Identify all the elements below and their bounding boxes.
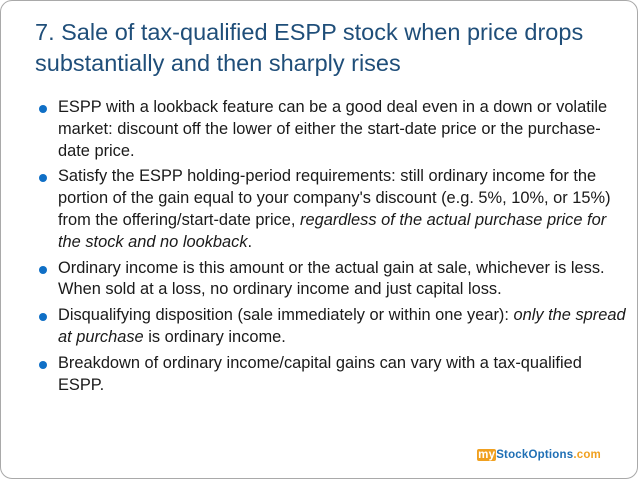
bullet-text-part: is ordinary income.: [143, 327, 286, 346]
bullet-text-part: .: [247, 232, 253, 251]
logo-dotcom: .com: [573, 449, 601, 461]
mystockoptions-logo: myStockOptions.com: [477, 449, 601, 461]
bullet-marker-icon: [39, 105, 47, 113]
bullet-item-disqualifying: Disqualifying disposition (sale immediat…: [37, 305, 627, 349]
bullet-item-ordinary-income: Ordinary income is this amount or the ac…: [37, 258, 627, 302]
logo-my: my: [477, 449, 497, 461]
bullet-item-holding-period: Satisfy the ESPP holding-period requirem…: [37, 166, 627, 253]
logo-stockoptions: StockOptions: [496, 449, 574, 461]
bullet-text: Ordinary income is this amount or the ac…: [58, 258, 605, 299]
bullet-marker-icon: [39, 174, 47, 183]
bullet-marker-icon: [39, 360, 47, 369]
bullet-italic-text: only the spread at purchase: [58, 306, 626, 346]
bullet-item-breakdown: Breakdown of ordinary income/capital gai…: [37, 353, 627, 397]
bullet-italic-text: regardless of the actual purchase price …: [58, 210, 607, 251]
bullet-text-part: Disqualifying disposition (sale immediat…: [58, 306, 514, 325]
bullet-marker-icon: [39, 265, 47, 274]
bullet-text: Breakdown of ordinary income/capital gai…: [58, 353, 582, 394]
bullet-text-part: Satisfy the ESPP holding-period requirem…: [58, 167, 611, 229]
bullet-item-lookback: ESPP with a lookback feature can be a go…: [37, 97, 627, 162]
slide-title: 7. Sale of tax-qualified ESPP stock when…: [35, 19, 584, 76]
bullet-text: ESPP with a lookback feature can be a go…: [58, 98, 608, 160]
bullet-text: Satisfy the ESPP holding-period requirem…: [58, 167, 611, 250]
bullet-text: Disqualifying disposition (sale immediat…: [58, 306, 626, 346]
bullet-list: ESPP with a lookback feature can be a go…: [37, 97, 627, 400]
bullet-marker-icon: [39, 313, 47, 322]
